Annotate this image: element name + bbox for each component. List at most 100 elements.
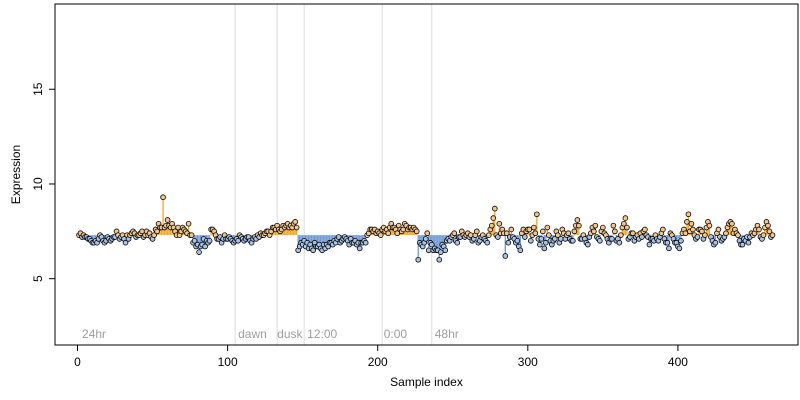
data-point-357 (612, 228, 618, 235)
data-point-173 (335, 234, 342, 240)
data-point-321 (558, 236, 564, 242)
data-point-329 (570, 238, 576, 244)
data-point-343 (591, 228, 597, 235)
data-point-212 (394, 230, 401, 237)
data-point-59 (164, 217, 171, 223)
data-point-252 (454, 239, 461, 246)
region-label-3: 12:00 (307, 327, 337, 341)
data-point-355 (609, 236, 615, 242)
data-point-456 (760, 232, 767, 238)
data-point-307 (537, 241, 543, 248)
data-point-377 (642, 226, 648, 233)
data-point-309 (540, 228, 546, 235)
data-point-286 (505, 239, 512, 246)
data-point-347 (597, 238, 603, 244)
data-point-333 (576, 222, 582, 229)
y-tick-label-1: 10 (31, 177, 45, 191)
data-point-156 (310, 247, 316, 254)
plot-frame (54, 3, 799, 346)
data-point-459 (765, 222, 771, 229)
data-point-415 (699, 228, 705, 235)
data-point-191 (362, 239, 369, 246)
y-tick-label-2: 15 (31, 82, 45, 96)
data-point-408 (688, 220, 695, 227)
data-point-232 (424, 230, 431, 237)
data-point-431 (723, 230, 729, 237)
data-point-363 (621, 220, 627, 227)
x-tick-label-2: 200 (368, 355, 388, 369)
x-tick-label-0: 0 (74, 355, 81, 369)
x-tick-label-1: 100 (218, 355, 238, 369)
data-point-87 (206, 238, 213, 244)
data-point-265 (473, 228, 480, 235)
data-point-288 (508, 226, 515, 233)
data-point-285 (504, 230, 510, 237)
data-point-273 (485, 232, 492, 238)
data-point-145 (293, 224, 300, 231)
data-point-250 (451, 230, 458, 237)
data-point-50 (151, 232, 157, 238)
region-label-0: 24hr (82, 327, 106, 341)
data-point-380 (646, 241, 653, 248)
data-point-231 (422, 236, 429, 242)
data-point-73 (185, 220, 192, 227)
data-point-453 (756, 226, 762, 233)
region-dividers (234, 4, 433, 345)
data-point-294 (517, 247, 524, 254)
region-label-5: 48hr (435, 327, 459, 341)
data-point-275 (488, 222, 495, 229)
data-point-187 (356, 245, 363, 252)
data-point-361 (618, 232, 624, 238)
data-point-417 (702, 232, 708, 238)
x-tick-label-4: 400 (668, 355, 688, 369)
y-tick-label-0: 5 (31, 275, 45, 282)
data-point-80 (196, 249, 202, 255)
data-point-446 (745, 239, 752, 246)
region-labels: 24hr dawn dusk 12:00 0:00 48hr (82, 327, 459, 341)
data-point-279 (494, 234, 501, 240)
data-point-375 (639, 234, 645, 240)
data-point-356 (610, 222, 617, 229)
data-point-435 (729, 220, 735, 227)
data-point-420 (706, 222, 713, 229)
data-point-241 (437, 249, 444, 255)
data-point-280 (496, 220, 503, 227)
data-point-439 (735, 232, 741, 238)
x-tick-label-3: 300 (518, 355, 538, 369)
data-point-75 (188, 232, 195, 238)
data-point-201 (377, 232, 384, 238)
y-axis-title: Expression (9, 145, 23, 204)
data-point-244 (442, 247, 449, 254)
data-point-344 (592, 222, 599, 229)
data-point-365 (624, 224, 630, 231)
data-point-319 (555, 232, 561, 238)
data-point-144 (292, 219, 298, 225)
data-point-31 (122, 239, 129, 246)
data-point-235 (428, 241, 435, 248)
data-point-277 (491, 205, 498, 212)
data-point-400 (676, 245, 683, 252)
data-point-426 (715, 226, 722, 233)
y-axis: 5 10 15 (31, 82, 55, 282)
data-point-308 (538, 236, 545, 242)
region-label-4: 0:00 (384, 327, 408, 341)
data-point-460 (766, 228, 773, 235)
data-point-330 (571, 228, 578, 235)
data-point-424 (712, 239, 719, 246)
data-point-226 (415, 256, 422, 263)
data-point-332 (574, 217, 581, 223)
data-point-405 (684, 219, 690, 225)
data-point-462 (769, 232, 776, 238)
data-point-412 (694, 234, 701, 240)
data-point-364 (622, 215, 629, 221)
data-point-276 (490, 215, 497, 221)
data-point-326 (565, 230, 572, 237)
data-point-304 (532, 230, 539, 237)
data-point-339 (585, 241, 591, 248)
data-point-369 (630, 230, 636, 237)
data-point-401 (678, 238, 684, 244)
data-point-313 (546, 232, 552, 238)
data-point-272 (484, 239, 491, 246)
data-point-297 (522, 234, 528, 240)
